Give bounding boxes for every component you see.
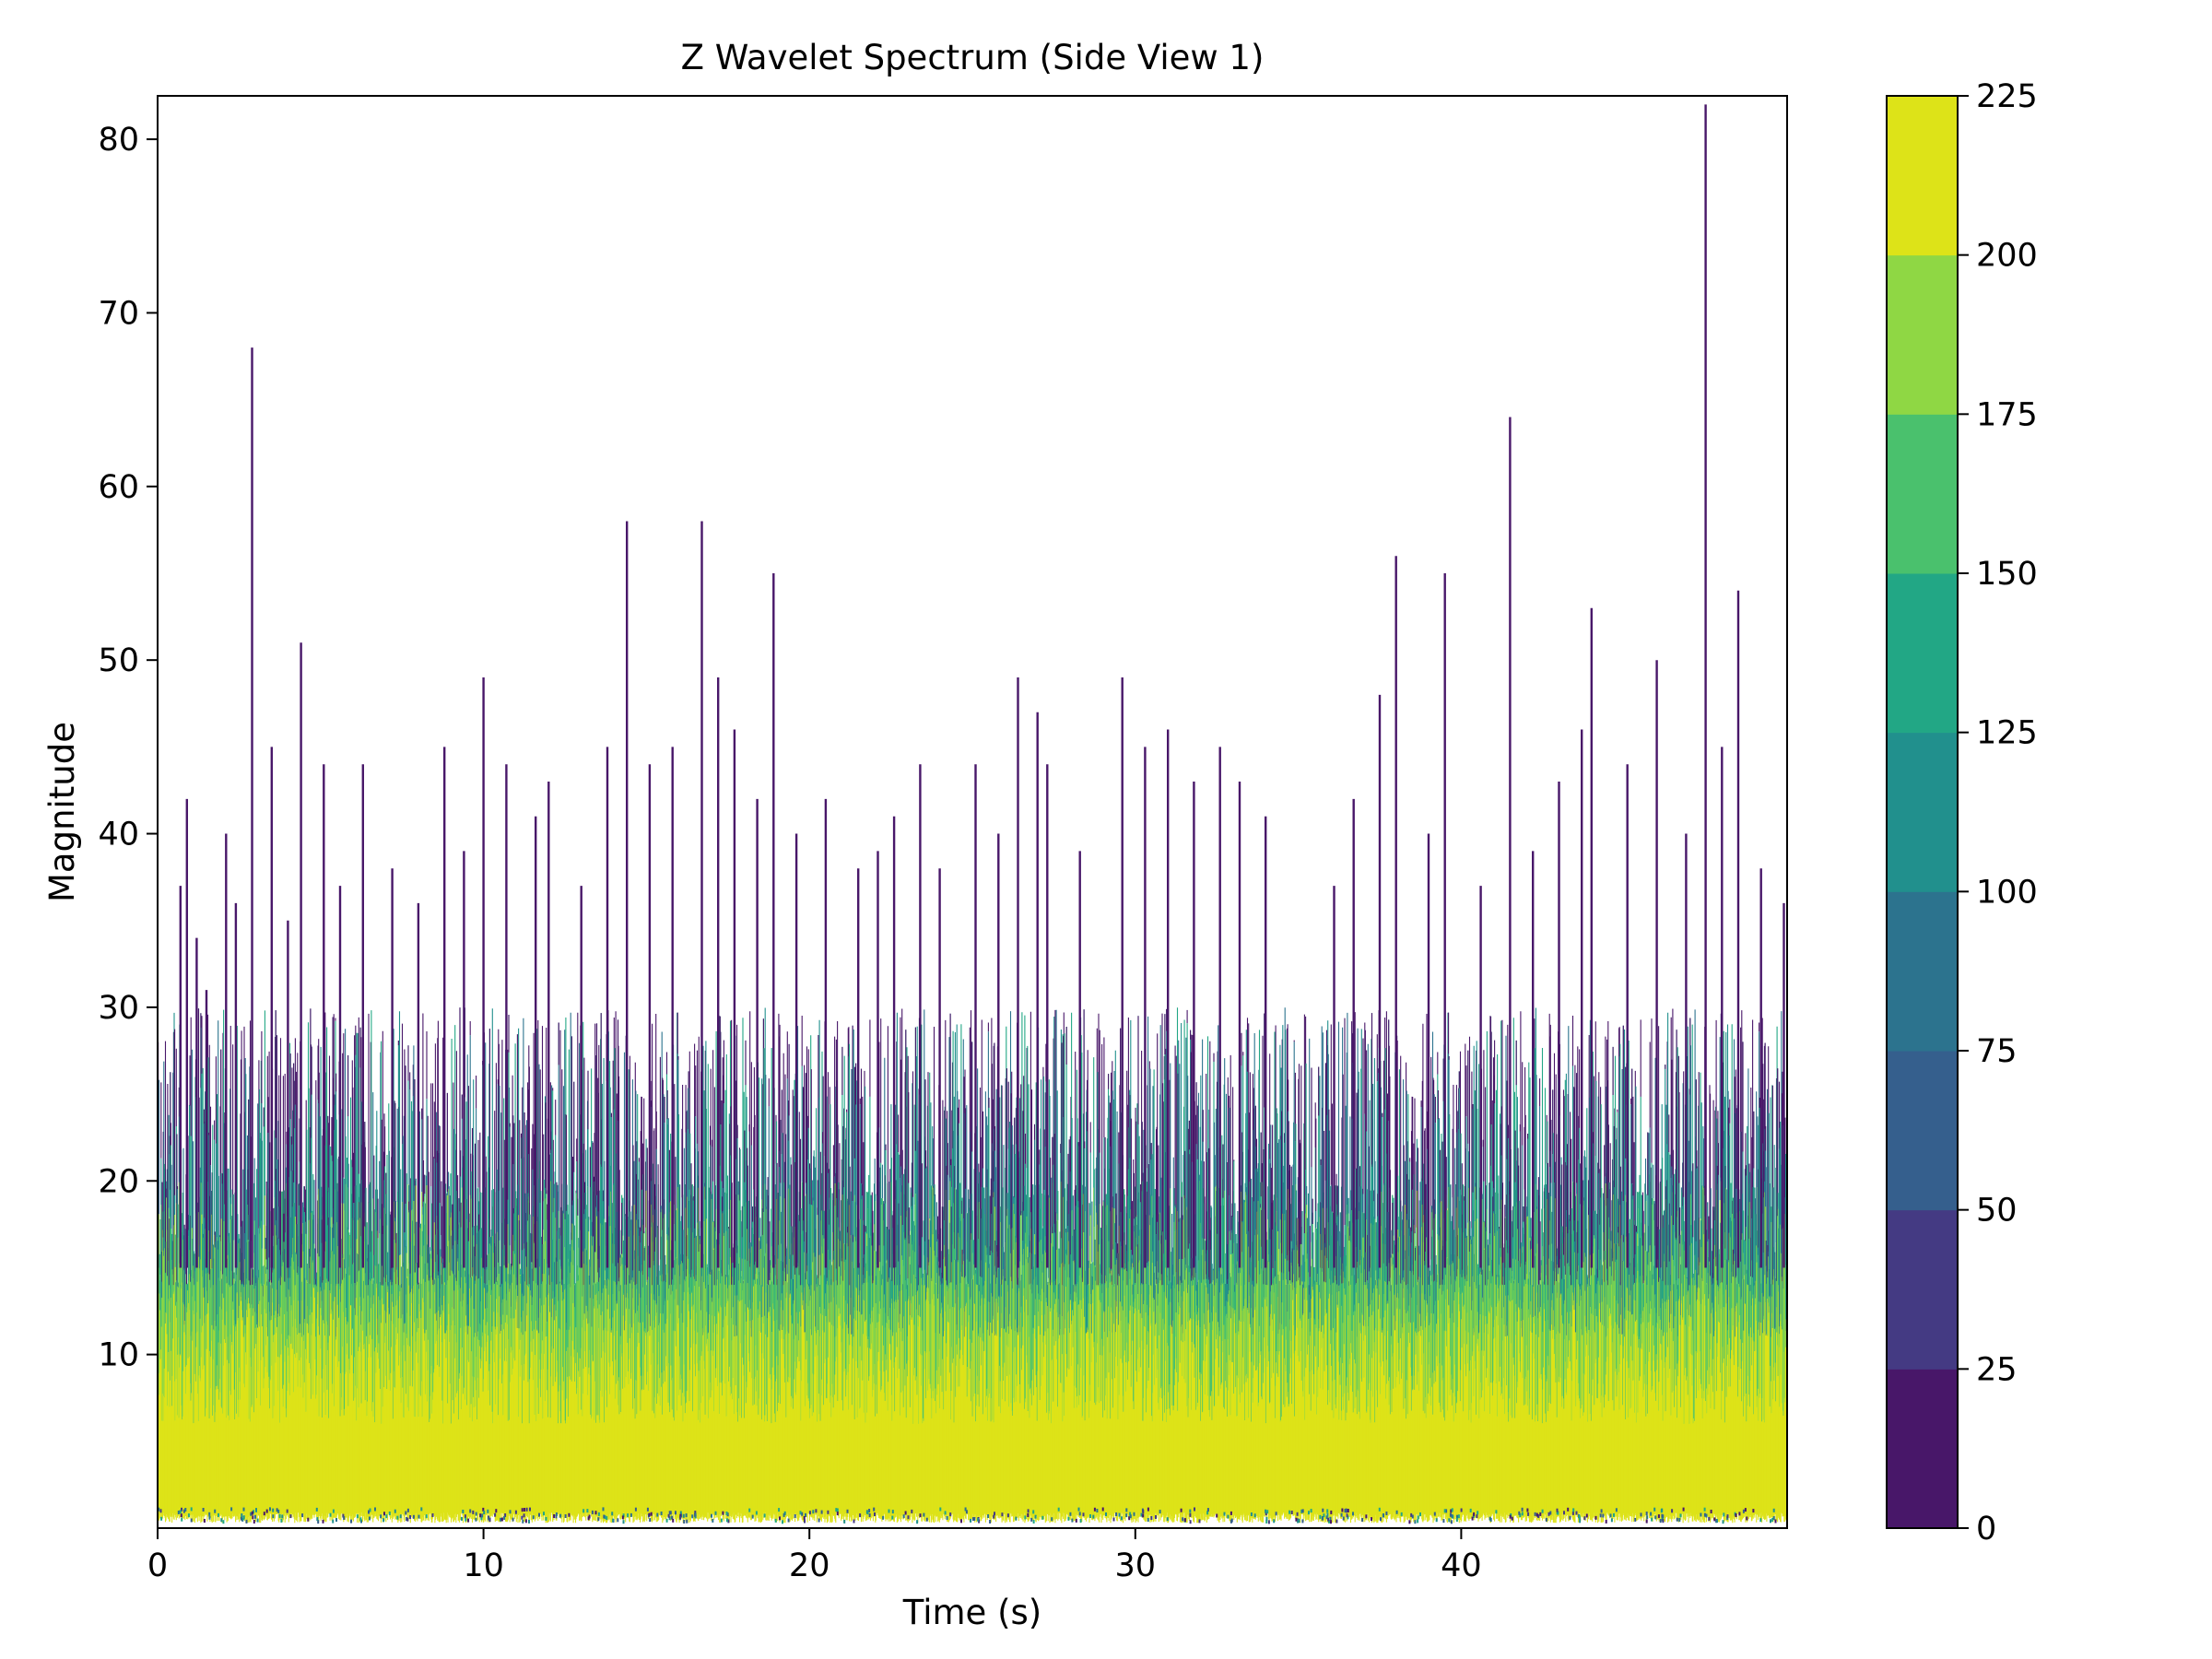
chart-title: Z Wavelet Spectrum (Side View 1) [681,38,1265,77]
plot-area [158,104,1787,1524]
